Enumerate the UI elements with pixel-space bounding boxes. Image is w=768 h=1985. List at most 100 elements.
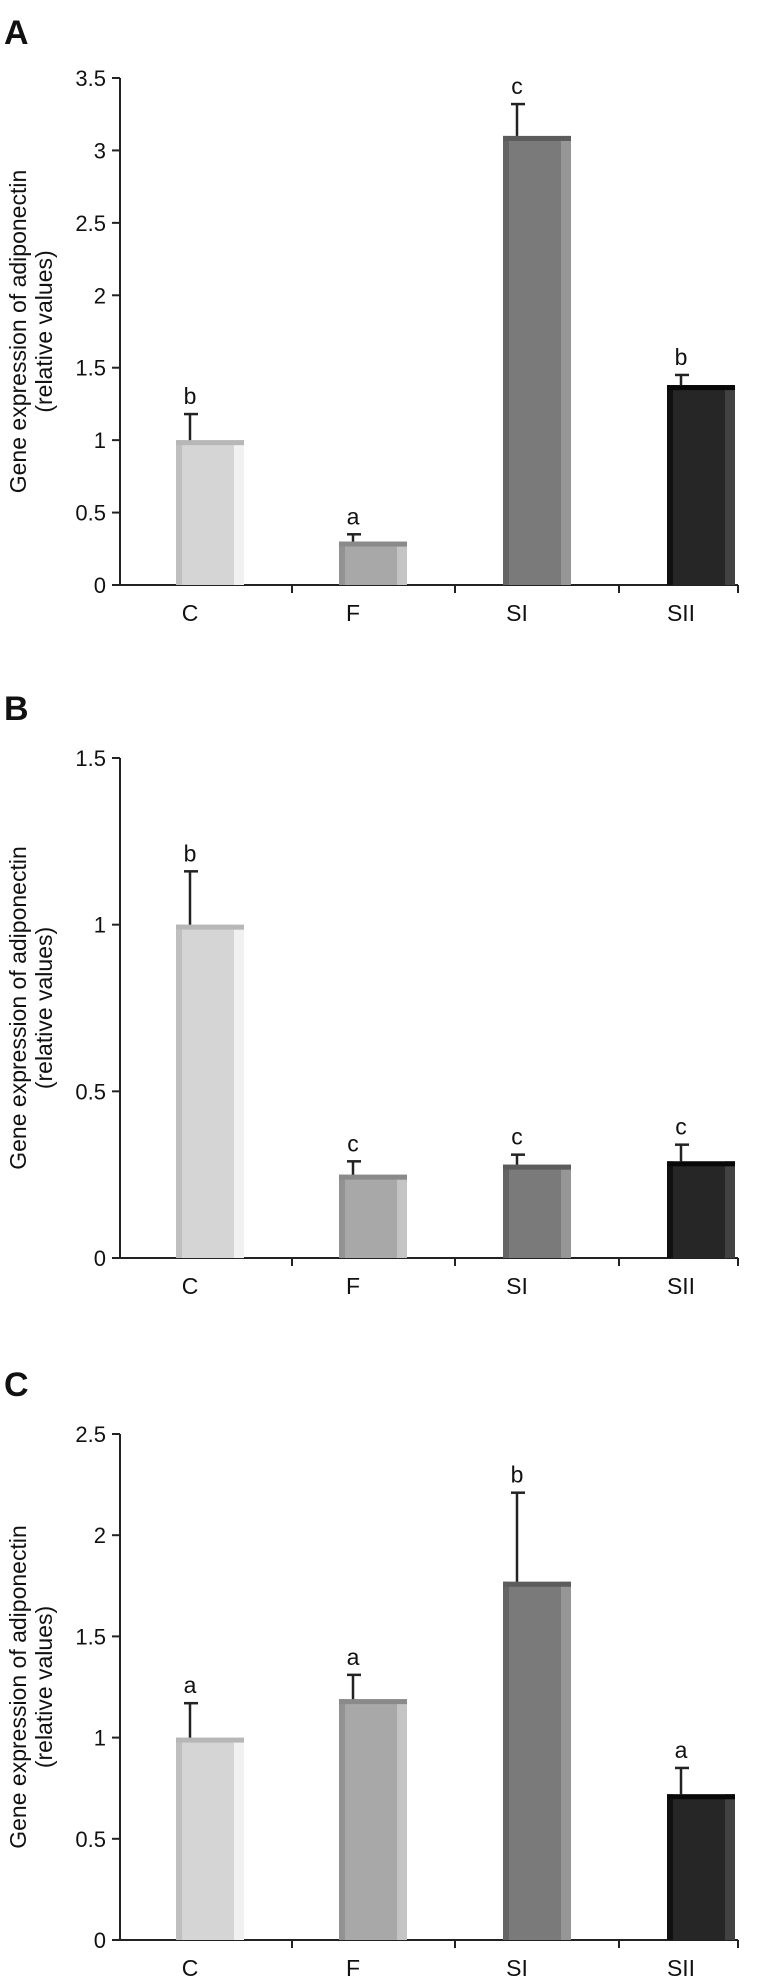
bar-cap-SI: [503, 1581, 571, 1587]
panel-letter: B: [4, 690, 29, 728]
significance-label-SI: c: [511, 1124, 523, 1150]
bar-shadow-SII: [667, 1794, 673, 1940]
significance-label-SI: c: [511, 73, 523, 99]
significance-label-C: a: [184, 1672, 197, 1698]
bar-C: [176, 440, 244, 585]
bar-C: [176, 924, 244, 1258]
x-tick-label-SII: SII: [667, 1273, 695, 1299]
panel-B: B Gene expression of adiponectin (relative…: [4, 690, 739, 1299]
bar-SII: [667, 1161, 735, 1258]
significance-label-SII: c: [675, 1114, 687, 1140]
bar-F: [339, 1174, 407, 1258]
x-tick-label-SII: SII: [667, 600, 695, 626]
bar-edge-SI: [561, 1164, 571, 1258]
bar-edge-SI: [561, 135, 571, 585]
bar-cap-C: [176, 1737, 244, 1743]
significance-label-SI: b: [511, 1462, 524, 1488]
y-axis-label: (relative values): [31, 250, 57, 412]
bar-shadow-SII: [667, 385, 673, 585]
bar-edge-SII: [725, 1794, 735, 1940]
significance-label-F: a: [347, 503, 360, 529]
bar-SII: [667, 385, 735, 585]
bar-shadow-C: [176, 440, 182, 585]
significance-label-F: c: [347, 1130, 359, 1156]
x-tick-label-SII: SII: [667, 1955, 695, 1981]
y-axis-label: Gene expression of adiponectin: [5, 170, 31, 494]
panel-C: C Gene expression of adiponectin (relative…: [4, 1366, 739, 1981]
bar-cap-SII: [667, 385, 735, 391]
y-tick-label: 0: [94, 1928, 106, 1953]
bar-cap-SI: [503, 1164, 571, 1170]
y-tick-label: 2.5: [75, 211, 106, 236]
bar-edge-F: [397, 541, 407, 585]
x-tick-label-C: C: [182, 1273, 199, 1299]
y-axis-label: (relative values): [31, 927, 57, 1089]
x-tick-label-SI: SI: [506, 600, 528, 626]
bar-edge-SII: [725, 385, 735, 585]
x-tick-label-F: F: [346, 1955, 360, 1981]
y-axis-label: Gene expression of adiponectin: [5, 1525, 31, 1849]
bar-edge-SII: [725, 1161, 735, 1258]
y-axis-label: Gene expression of adiponectin: [5, 846, 31, 1170]
bar-cap-C: [176, 440, 244, 446]
significance-label-SII: b: [675, 344, 688, 370]
bar-shadow-SI: [503, 135, 509, 585]
x-tick-label-F: F: [346, 600, 360, 626]
x-tick-label-SI: SI: [506, 1955, 528, 1981]
bar-F: [339, 541, 407, 585]
panel-letter: C: [4, 1366, 29, 1404]
bar-edge-C: [234, 1737, 244, 1940]
significance-label-C: b: [184, 840, 197, 866]
bar-shadow-SII: [667, 1161, 673, 1258]
y-tick-label: 0: [94, 573, 106, 598]
significance-label-C: b: [184, 383, 197, 409]
y-axis-label: (relative values): [31, 1606, 57, 1768]
panel-A: A Gene expression of adiponectin (relative…: [4, 14, 739, 626]
y-tick-label: 2: [94, 283, 106, 308]
x-tick-label-F: F: [346, 1273, 360, 1299]
bar-cap-F: [339, 1699, 407, 1705]
bar-cap-C: [176, 924, 244, 930]
y-tick-label: 1.5: [75, 746, 106, 771]
bar-shadow-F: [339, 1174, 345, 1258]
y-tick-label: 2.5: [75, 1422, 106, 1447]
bar-cap-SII: [667, 1161, 735, 1167]
bar-SII: [667, 1794, 735, 1940]
significance-label-SII: a: [675, 1737, 688, 1763]
y-tick-label: 2: [94, 1523, 106, 1548]
bar-cap-F: [339, 1174, 407, 1180]
x-tick-label-SI: SI: [506, 1273, 528, 1299]
y-tick-label: 3: [94, 138, 106, 163]
y-tick-label: 1.5: [75, 356, 106, 381]
bar-SI: [503, 1164, 571, 1258]
y-tick-label: 1: [94, 428, 106, 453]
y-tick-label: 1: [94, 913, 106, 938]
x-tick-label-C: C: [182, 1955, 199, 1981]
y-tick-label: 0: [94, 1246, 106, 1271]
bar-edge-SI: [561, 1581, 571, 1940]
bar-cap-F: [339, 541, 407, 547]
y-tick-label: 0.5: [75, 1079, 106, 1104]
bar-shadow-F: [339, 541, 345, 585]
y-tick-label: 1: [94, 1726, 106, 1751]
bar-shadow-F: [339, 1699, 345, 1940]
bar-edge-F: [397, 1174, 407, 1258]
bar-shadow-C: [176, 924, 182, 1258]
panel-letter: A: [4, 14, 29, 52]
bar-shadow-SI: [503, 1581, 509, 1940]
bar-SI: [503, 135, 571, 585]
bar-edge-F: [397, 1699, 407, 1940]
x-tick-label-C: C: [182, 600, 199, 626]
bar-cap-SII: [667, 1794, 735, 1800]
y-tick-label: 3.5: [75, 66, 106, 91]
bar-cap-SI: [503, 135, 571, 141]
y-tick-label: 0.5: [75, 1827, 106, 1852]
y-tick-label: 0.5: [75, 501, 106, 526]
bar-shadow-C: [176, 1737, 182, 1940]
bar-edge-C: [234, 924, 244, 1258]
bar-SI: [503, 1581, 571, 1940]
bar-shadow-SI: [503, 1164, 509, 1258]
bar-C: [176, 1737, 244, 1940]
y-tick-label: 1.5: [75, 1624, 106, 1649]
